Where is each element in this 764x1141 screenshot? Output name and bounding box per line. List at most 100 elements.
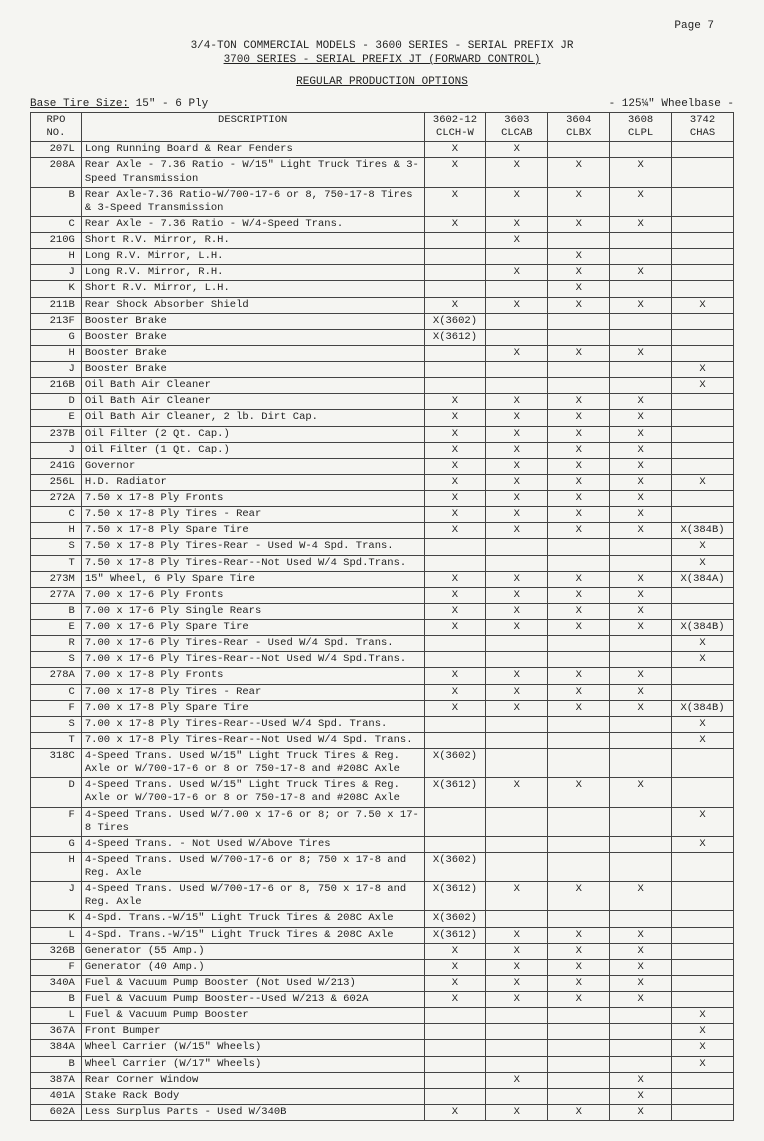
cell-mark [610,652,672,668]
table-header-row: RPONO. DESCRIPTION 3602-12CLCH-W 3603CLC… [31,113,734,142]
cell-mark [610,233,672,249]
cell-mark: X [424,394,486,410]
cell-mark [672,329,734,345]
cell-mark: X [610,992,672,1008]
cell-mark [610,1024,672,1040]
cell-mark: X [424,507,486,523]
table-row: JOil Filter (1 Qt. Cap.)XXXX [31,442,734,458]
cell-rpo: 602A [31,1104,82,1120]
table-row: L4-Spd. Trans.-W/15" Light Truck Tires &… [31,927,734,943]
cell-mark: X [672,297,734,313]
cell-mark [424,1056,486,1072]
cell-mark: X [424,297,486,313]
cell-mark [672,426,734,442]
wheelbase-value: - 125¼" Wheelbase - [609,98,734,110]
cell-mark [672,507,734,523]
table-row: 318C4-Speed Trans. Used W/15" Light Truc… [31,749,734,778]
cell-mark [672,265,734,281]
cell-mark [424,249,486,265]
cell-desc: 7.50 x 17-8 Ply Spare Tire [81,523,424,539]
table-row: E7.00 x 17-6 Ply Spare TireXXXXX(384B) [31,620,734,636]
cell-mark: X [548,959,610,975]
table-row: 208ARear Axle - 7.36 Ratio - W/15" Light… [31,158,734,187]
table-row: 401AStake Rack BodyX [31,1088,734,1104]
cell-mark: X [548,281,610,297]
cell-mark [424,555,486,571]
table-row: 602ALess Surplus Parts - Used W/340BXXXX [31,1104,734,1120]
cell-mark: X(384B) [672,523,734,539]
cell-mark [486,1008,548,1024]
col-m4: 3608CLPL [610,113,672,142]
cell-mark [672,142,734,158]
cell-rpo: F [31,807,82,836]
cell-mark: X [486,684,548,700]
cell-rpo: C [31,684,82,700]
table-row: 384AWheel Carrier (W/15" Wheels)X [31,1040,734,1056]
cell-mark [610,807,672,836]
table-row: HBooster BrakeXXX [31,345,734,361]
cell-mark: X [610,959,672,975]
cell-mark: X [610,491,672,507]
cell-mark: X [610,668,672,684]
cell-mark: X [548,216,610,232]
cell-mark: X [548,474,610,490]
cell-rpo: E [31,620,82,636]
cell-mark: X [424,700,486,716]
cell-mark: X [486,603,548,619]
cell-mark [424,716,486,732]
cell-mark [672,943,734,959]
table-row: HLong R.V. Mirror, L.H.X [31,249,734,265]
cell-desc: 7.50 x 17-8 Ply Tires-Rear--Not Used W/4… [81,555,424,571]
cell-mark: X [548,603,610,619]
cell-mark [610,362,672,378]
cell-mark: X [424,571,486,587]
cell-mark: X [424,587,486,603]
cell-mark [424,1008,486,1024]
cell-rpo: 211B [31,297,82,313]
cell-mark: X [424,975,486,991]
cell-desc: Rear Axle - 7.36 Ratio - W/4-Speed Trans… [81,216,424,232]
cell-mark: X [424,158,486,187]
cell-mark: X [424,523,486,539]
cell-mark: X [486,927,548,943]
cell-rpo: 367A [31,1024,82,1040]
cell-mark: X [548,700,610,716]
cell-mark [610,1008,672,1024]
cell-desc: 7.50 x 17-8 Ply Tires-Rear - Used W-4 Sp… [81,539,424,555]
cell-desc: H.D. Radiator [81,474,424,490]
cell-mark: X [610,603,672,619]
cell-mark: X [610,158,672,187]
cell-desc: Rear Axle - 7.36 Ratio - W/15" Light Tru… [81,158,424,187]
cell-mark [672,158,734,187]
cell-mark: X(3612) [424,882,486,911]
cell-mark: X(3602) [424,313,486,329]
cell-mark [672,410,734,426]
cell-desc: 7.00 x 17-8 Ply Tires - Rear [81,684,424,700]
cell-rpo: 256L [31,474,82,490]
table-row: G4-Speed Trans. - Not Used W/Above Tires… [31,836,734,852]
cell-mark [610,732,672,748]
cell-mark: X [548,394,610,410]
cell-mark: X [548,1104,610,1120]
table-row: DOil Bath Air CleanerXXXX [31,394,734,410]
cell-mark [548,911,610,927]
cell-desc: Oil Filter (2 Qt. Cap.) [81,426,424,442]
cell-mark: X [486,507,548,523]
table-row: D4-Speed Trans. Used W/15" Light Truck T… [31,778,734,807]
col-m1: 3602-12CLCH-W [424,113,486,142]
cell-desc: Rear Corner Window [81,1072,424,1088]
cell-mark: X [424,187,486,216]
table-row: T7.50 x 17-8 Ply Tires-Rear--Not Used W/… [31,555,734,571]
cell-mark [672,233,734,249]
cell-mark [610,852,672,881]
cell-mark: X [486,491,548,507]
cell-mark: X [548,158,610,187]
cell-mark: X [672,362,734,378]
table-row: 256LH.D. RadiatorXXXXX [31,474,734,490]
cell-mark: X [610,394,672,410]
cell-mark: X [610,265,672,281]
info-line: Base Tire Size: 15" - 6 Ply - 125¼" Whee… [30,98,734,110]
cell-mark: X [486,620,548,636]
cell-mark: X [424,620,486,636]
table-row: 272A7.50 x 17-8 Ply FrontsXXXX [31,491,734,507]
